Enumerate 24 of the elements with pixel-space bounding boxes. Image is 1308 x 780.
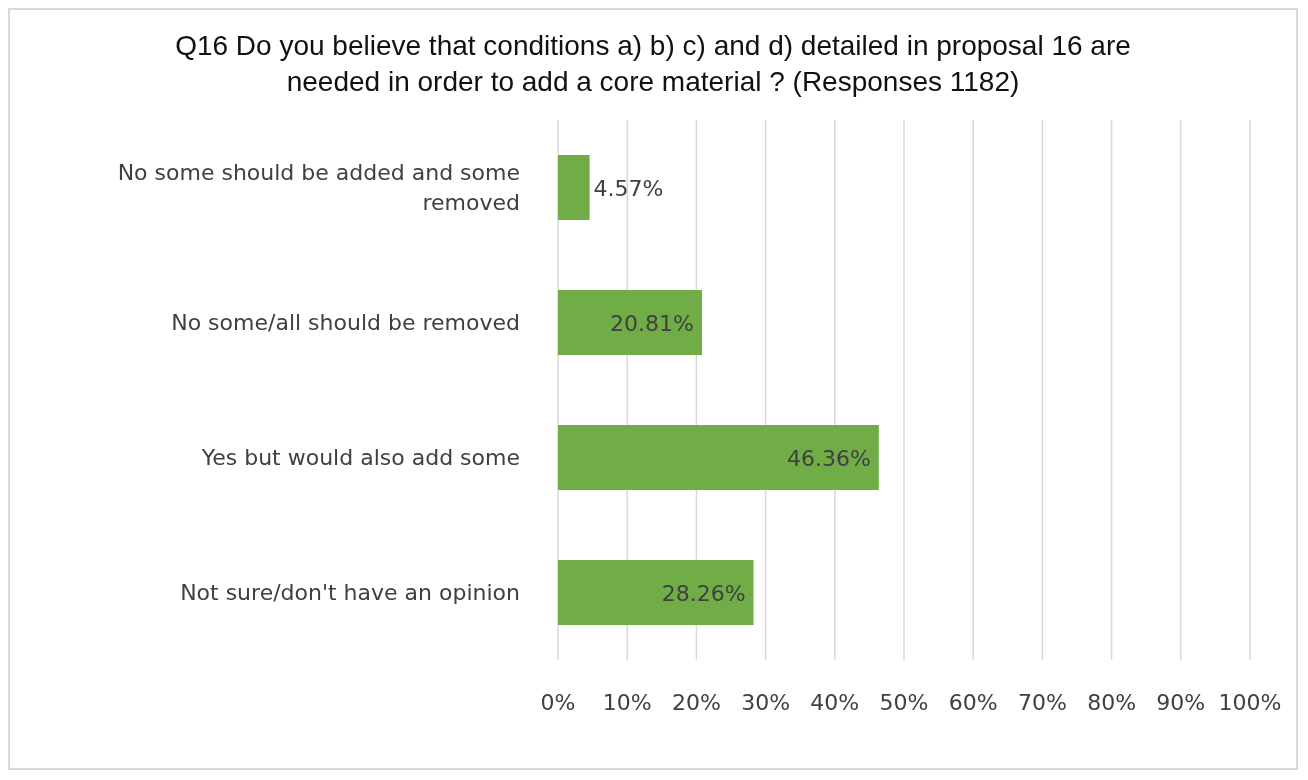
y-tick-label: No some should be added and some removed — [117, 159, 520, 215]
x-tick-label: 80% — [1087, 689, 1137, 715]
x-tick-label: 0% — [540, 689, 576, 715]
data-label: 20.81% — [610, 310, 695, 336]
data-label: 46.36% — [786, 445, 871, 471]
x-tick-label: 70% — [1017, 689, 1067, 715]
bar — [558, 425, 879, 491]
x-tick-label: 10% — [602, 689, 652, 715]
bar — [558, 290, 703, 356]
x-tick-label: 20% — [671, 689, 721, 715]
bar — [558, 155, 590, 221]
x-tick-label: 40% — [810, 689, 860, 715]
y-tick-label: Yes but would also add some — [200, 444, 520, 470]
data-label: 28.26% — [661, 580, 746, 606]
chart-title: Q16 Do you believe that conditions a) b) c) and d) detailed in proposal 16 are needed in order to add a core material ? (Responses 1182) — [174, 29, 1132, 99]
x-tick-label: 30% — [741, 689, 791, 715]
x-tick-label: 90% — [1156, 689, 1206, 715]
y-tick-label: No some/all should be removed — [171, 309, 520, 335]
y-tick-label: Not sure/don't have an opinion — [180, 579, 520, 605]
x-tick-label: 60% — [948, 689, 998, 715]
bar — [558, 560, 754, 626]
x-tick-label: 50% — [879, 689, 929, 715]
data-label: 4.57% — [593, 175, 664, 201]
x-tick-label: 100% — [1218, 689, 1282, 715]
